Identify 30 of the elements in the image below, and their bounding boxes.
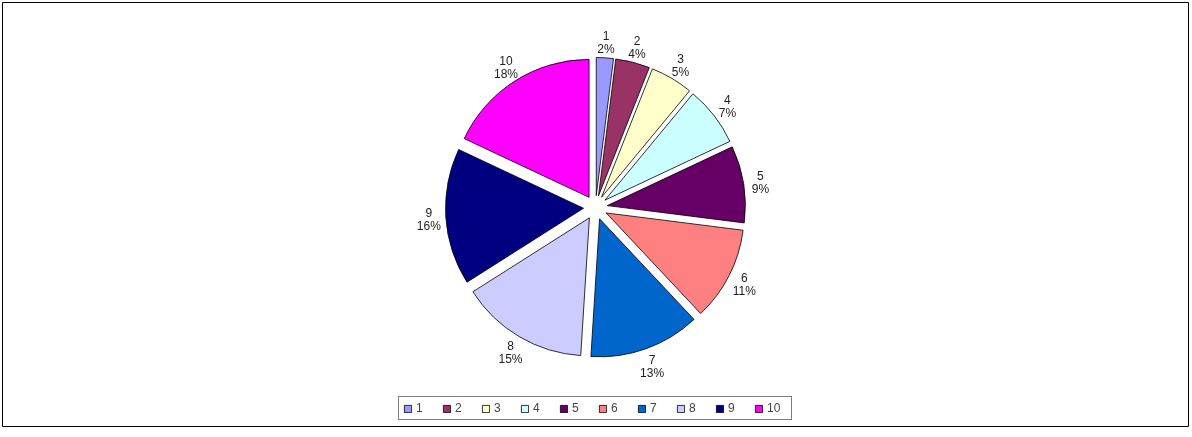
legend-label: 4 [533, 401, 541, 415]
data-label: 18% [494, 67, 519, 82]
data-label: 5% [671, 64, 690, 79]
legend-label: 10 [767, 401, 782, 415]
legend-label: 6 [611, 401, 619, 415]
slice-label: 9 [425, 205, 433, 220]
legend-label: 2 [455, 401, 463, 415]
data-label: 2% [597, 41, 615, 56]
slice-label: 7 [648, 352, 656, 367]
data-label: 11% [732, 284, 757, 299]
data-label: 15% [498, 352, 523, 367]
legend-label: 9 [728, 401, 736, 415]
legend-label: 5 [572, 401, 580, 415]
slice-label: 10 [499, 54, 514, 69]
legend-label: 3 [494, 401, 502, 415]
slice-label: 8 [507, 339, 515, 354]
slice-label: 3 [677, 51, 685, 66]
data-label: 4% [628, 46, 647, 61]
data-label: 7% [718, 106, 737, 121]
slice-label: 6 [740, 271, 748, 286]
legend-label: 8 [689, 401, 697, 415]
slice-label: 2 [633, 33, 641, 48]
data-label: 9% [751, 182, 770, 197]
slice-label: 4 [724, 93, 732, 108]
data-label: 16% [416, 218, 442, 233]
legend-label: 7 [650, 401, 658, 415]
slice-label: 1 [602, 28, 610, 43]
data-label: 13% [640, 365, 665, 380]
slice-label: 5 [757, 169, 765, 184]
legend-label: 1 [416, 401, 424, 415]
